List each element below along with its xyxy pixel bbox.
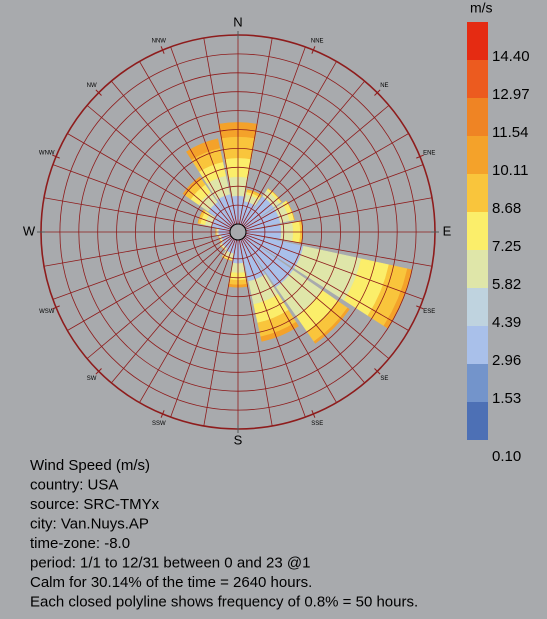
- note-line: Calm for 30.14% of the time = 2640 hours…: [30, 574, 312, 591]
- colorbar-box: [467, 22, 488, 60]
- colorbar-box: [467, 136, 488, 174]
- note-line: city: Van.Nuys.AP: [30, 515, 149, 532]
- colorbar-box: [467, 60, 488, 98]
- colorbar-label: 0.10: [492, 448, 521, 465]
- ring: [97, 91, 379, 373]
- direction-tick: [52, 305, 60, 310]
- colorbar-label: 1.53: [492, 390, 521, 407]
- direction-tick: [311, 410, 316, 418]
- colorbar-title: m/s: [470, 0, 493, 16]
- direction-tick: [160, 46, 165, 54]
- colorbar-box: [467, 326, 488, 364]
- direction-tick: [311, 46, 316, 54]
- direction-tick: [374, 89, 381, 96]
- ring: [191, 185, 285, 279]
- colorbar-label: 11.54: [492, 124, 528, 141]
- direction-tick: [95, 89, 102, 96]
- direction-label: NNW: [152, 38, 167, 44]
- direction-label: NW: [87, 83, 97, 89]
- direction-tick: [52, 154, 60, 159]
- direction-tick: [416, 305, 424, 310]
- ring: [172, 166, 304, 298]
- ring: [78, 72, 398, 392]
- direction-label: WSW: [39, 309, 55, 315]
- direction-label: ENE: [423, 150, 435, 156]
- note-line: country: USA: [30, 476, 118, 493]
- wedge: [222, 256, 232, 261]
- colorbar-label: 5.82: [492, 276, 521, 293]
- colorbar-label: 8.68: [492, 200, 521, 217]
- direction-label: SW: [87, 376, 97, 382]
- colorbar-box: [467, 402, 488, 440]
- colorbar-label: 7.25: [492, 238, 521, 255]
- direction-label: E: [443, 223, 452, 238]
- direction-label: NNE: [311, 38, 324, 44]
- colorbar-label: 4.39: [492, 314, 521, 331]
- direction-tick: [416, 154, 424, 159]
- ring: [153, 147, 322, 316]
- colorbar-box: [467, 212, 488, 250]
- colorbar-box: [467, 250, 488, 288]
- direction-tick: [95, 368, 102, 375]
- ring: [135, 129, 341, 335]
- direction-label: SSE: [311, 421, 323, 427]
- direction-label: WNW: [39, 150, 55, 156]
- colorbar-box: [467, 174, 488, 212]
- colorbar-label: 14.40: [492, 48, 530, 65]
- wedge: [218, 236, 222, 243]
- colorbar-box: [467, 98, 488, 136]
- wedge: [313, 307, 350, 344]
- note-line: Each closed polyline shows frequency of …: [30, 593, 418, 610]
- note-line: source: SRC-TMYx: [30, 496, 160, 513]
- direction-tick: [160, 410, 165, 418]
- colorbar-label: 10.11: [492, 162, 528, 179]
- direction-label: SSW: [152, 421, 166, 427]
- direction-label: S: [234, 432, 243, 447]
- direction-label: NE: [380, 83, 388, 89]
- wedge: [186, 138, 221, 161]
- direction-label: SE: [380, 376, 388, 382]
- colorbar-box: [467, 364, 488, 402]
- ring: [116, 110, 360, 354]
- colorbar-label: 12.97: [492, 86, 530, 103]
- direction-label: ESE: [423, 309, 435, 315]
- note-line: Wind Speed (m/s): [30, 457, 150, 474]
- ring: [59, 53, 417, 411]
- direction-label: W: [23, 223, 36, 238]
- note-line: time-zone: -8.0: [30, 535, 130, 552]
- direction-label: N: [233, 14, 242, 29]
- direction-tick: [374, 368, 381, 375]
- note-line: period: 1/1 to 12/31 between 0 and 23 @1: [30, 554, 310, 571]
- colorbar-label: 2.96: [492, 352, 521, 369]
- calm-circle: [229, 223, 247, 241]
- colorbar-box: [467, 288, 488, 326]
- ring: [210, 204, 266, 260]
